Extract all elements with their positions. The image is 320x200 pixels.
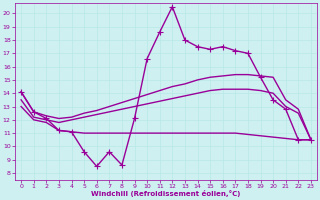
X-axis label: Windchill (Refroidissement éolien,°C): Windchill (Refroidissement éolien,°C) <box>91 190 241 197</box>
